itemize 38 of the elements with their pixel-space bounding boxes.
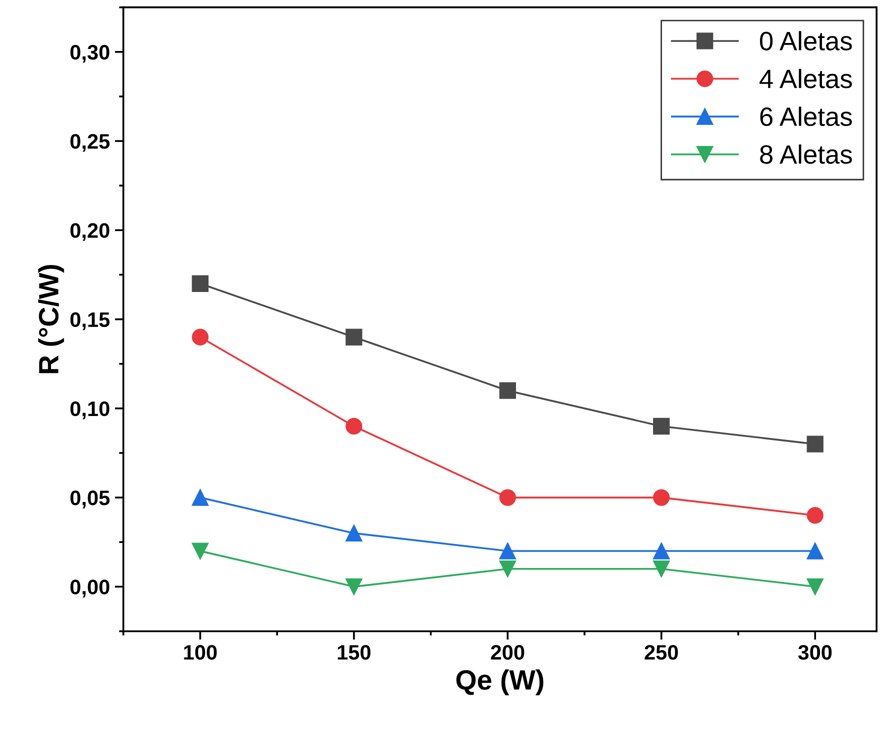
x-tick-label: 300 xyxy=(798,644,832,660)
y-tick-label: 0,00 xyxy=(70,580,110,598)
x-axis-title: Qe (W) xyxy=(456,669,544,696)
y-tick-label: 0,30 xyxy=(70,44,110,63)
legend-label: 0 Aletas xyxy=(760,31,852,50)
legend-label: 6 Aletas xyxy=(760,106,852,126)
point xyxy=(499,542,516,560)
y-tick-label: 0,10 xyxy=(70,401,110,420)
point xyxy=(499,382,516,399)
point xyxy=(806,507,824,524)
point xyxy=(653,418,670,435)
point xyxy=(346,524,362,542)
point xyxy=(806,542,824,560)
point xyxy=(192,542,209,560)
point xyxy=(653,560,670,578)
point xyxy=(653,489,670,506)
point xyxy=(806,578,824,596)
point xyxy=(499,489,516,506)
x-tick-label: 200 xyxy=(491,644,524,660)
x-tick-label: 100 xyxy=(184,644,217,660)
point xyxy=(192,275,209,292)
y-tick-label: 0,05 xyxy=(70,490,110,508)
legend-label: 8 Aletas xyxy=(760,144,852,164)
point xyxy=(653,542,670,560)
point xyxy=(346,418,362,435)
point xyxy=(806,436,824,452)
y-axis-title: R (°C/W) xyxy=(38,264,64,374)
point xyxy=(346,578,362,596)
legend-label: 4 Aletas xyxy=(760,68,852,88)
x-tick-label: 250 xyxy=(644,644,678,660)
y-tick-label: 0,25 xyxy=(70,134,110,152)
y-tick-label: 0,20 xyxy=(70,223,110,241)
point xyxy=(346,328,362,346)
x-tick-label: 150 xyxy=(338,644,370,660)
y-tick-label: 0,15 xyxy=(70,312,110,330)
point xyxy=(499,560,516,578)
point xyxy=(192,328,209,346)
point xyxy=(192,489,209,506)
